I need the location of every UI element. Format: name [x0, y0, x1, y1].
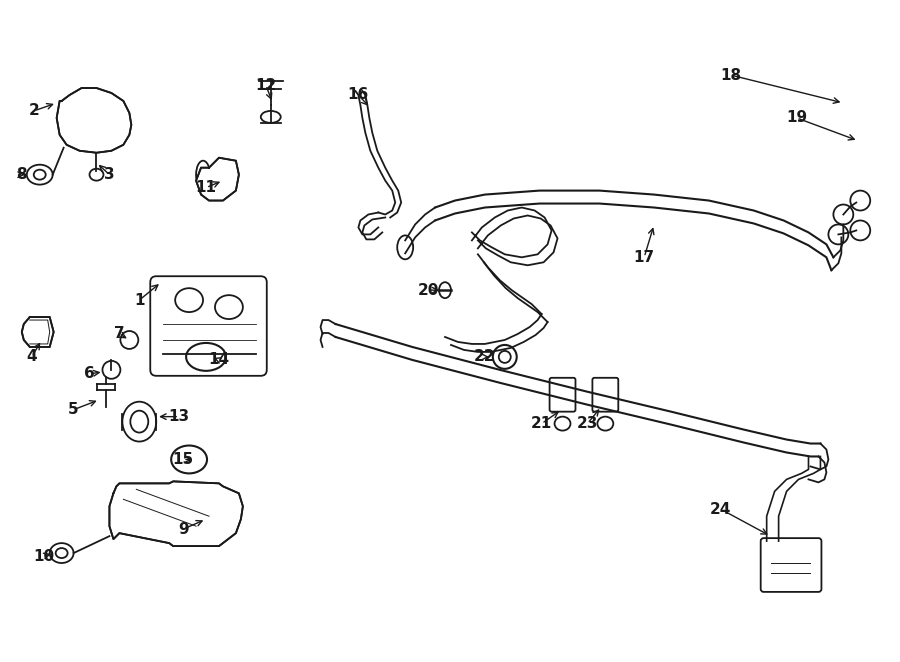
Text: 8: 8 — [16, 167, 27, 182]
Text: 17: 17 — [634, 250, 654, 265]
Ellipse shape — [828, 224, 849, 244]
Ellipse shape — [397, 236, 413, 260]
Text: 23: 23 — [577, 416, 598, 431]
Ellipse shape — [261, 111, 281, 123]
Text: 4: 4 — [26, 350, 37, 364]
Ellipse shape — [850, 191, 870, 211]
Ellipse shape — [196, 161, 210, 189]
Text: 9: 9 — [178, 522, 188, 537]
Text: 3: 3 — [104, 167, 114, 182]
Text: 7: 7 — [114, 326, 125, 342]
Text: 6: 6 — [84, 366, 94, 381]
Text: 18: 18 — [720, 68, 742, 83]
Ellipse shape — [131, 493, 151, 510]
Ellipse shape — [439, 282, 451, 298]
Polygon shape — [22, 317, 54, 347]
Text: 16: 16 — [347, 87, 369, 103]
Ellipse shape — [850, 220, 870, 240]
Ellipse shape — [186, 343, 226, 371]
Ellipse shape — [554, 416, 571, 430]
Text: 10: 10 — [33, 549, 54, 563]
Text: 13: 13 — [168, 409, 190, 424]
Ellipse shape — [493, 345, 517, 369]
Ellipse shape — [50, 543, 74, 563]
Ellipse shape — [89, 169, 104, 181]
FancyBboxPatch shape — [150, 276, 266, 376]
Ellipse shape — [78, 106, 94, 120]
Text: 14: 14 — [209, 352, 230, 367]
Ellipse shape — [203, 507, 223, 525]
Ellipse shape — [176, 288, 203, 312]
FancyBboxPatch shape — [760, 538, 822, 592]
Text: 11: 11 — [195, 180, 217, 195]
Polygon shape — [110, 481, 243, 546]
Ellipse shape — [499, 351, 510, 363]
Text: 5: 5 — [68, 402, 79, 417]
Ellipse shape — [215, 295, 243, 319]
Text: 19: 19 — [786, 111, 807, 125]
Ellipse shape — [166, 487, 186, 505]
Text: 22: 22 — [474, 350, 496, 364]
FancyBboxPatch shape — [550, 378, 575, 412]
Text: 12: 12 — [256, 77, 276, 93]
Ellipse shape — [34, 169, 46, 179]
Text: 1: 1 — [134, 293, 145, 308]
Polygon shape — [57, 88, 131, 153]
Ellipse shape — [121, 331, 139, 349]
Ellipse shape — [153, 520, 173, 538]
Ellipse shape — [130, 410, 148, 432]
FancyBboxPatch shape — [592, 378, 618, 412]
Ellipse shape — [27, 165, 53, 185]
Text: 2: 2 — [29, 103, 39, 118]
Ellipse shape — [598, 416, 613, 430]
Ellipse shape — [171, 446, 207, 473]
Text: 15: 15 — [173, 452, 194, 467]
Ellipse shape — [833, 205, 853, 224]
Ellipse shape — [56, 548, 68, 558]
Ellipse shape — [122, 402, 157, 442]
Text: 24: 24 — [710, 502, 732, 517]
Text: 20: 20 — [418, 283, 439, 298]
Polygon shape — [196, 158, 238, 201]
Text: 21: 21 — [531, 416, 553, 431]
Ellipse shape — [103, 361, 121, 379]
